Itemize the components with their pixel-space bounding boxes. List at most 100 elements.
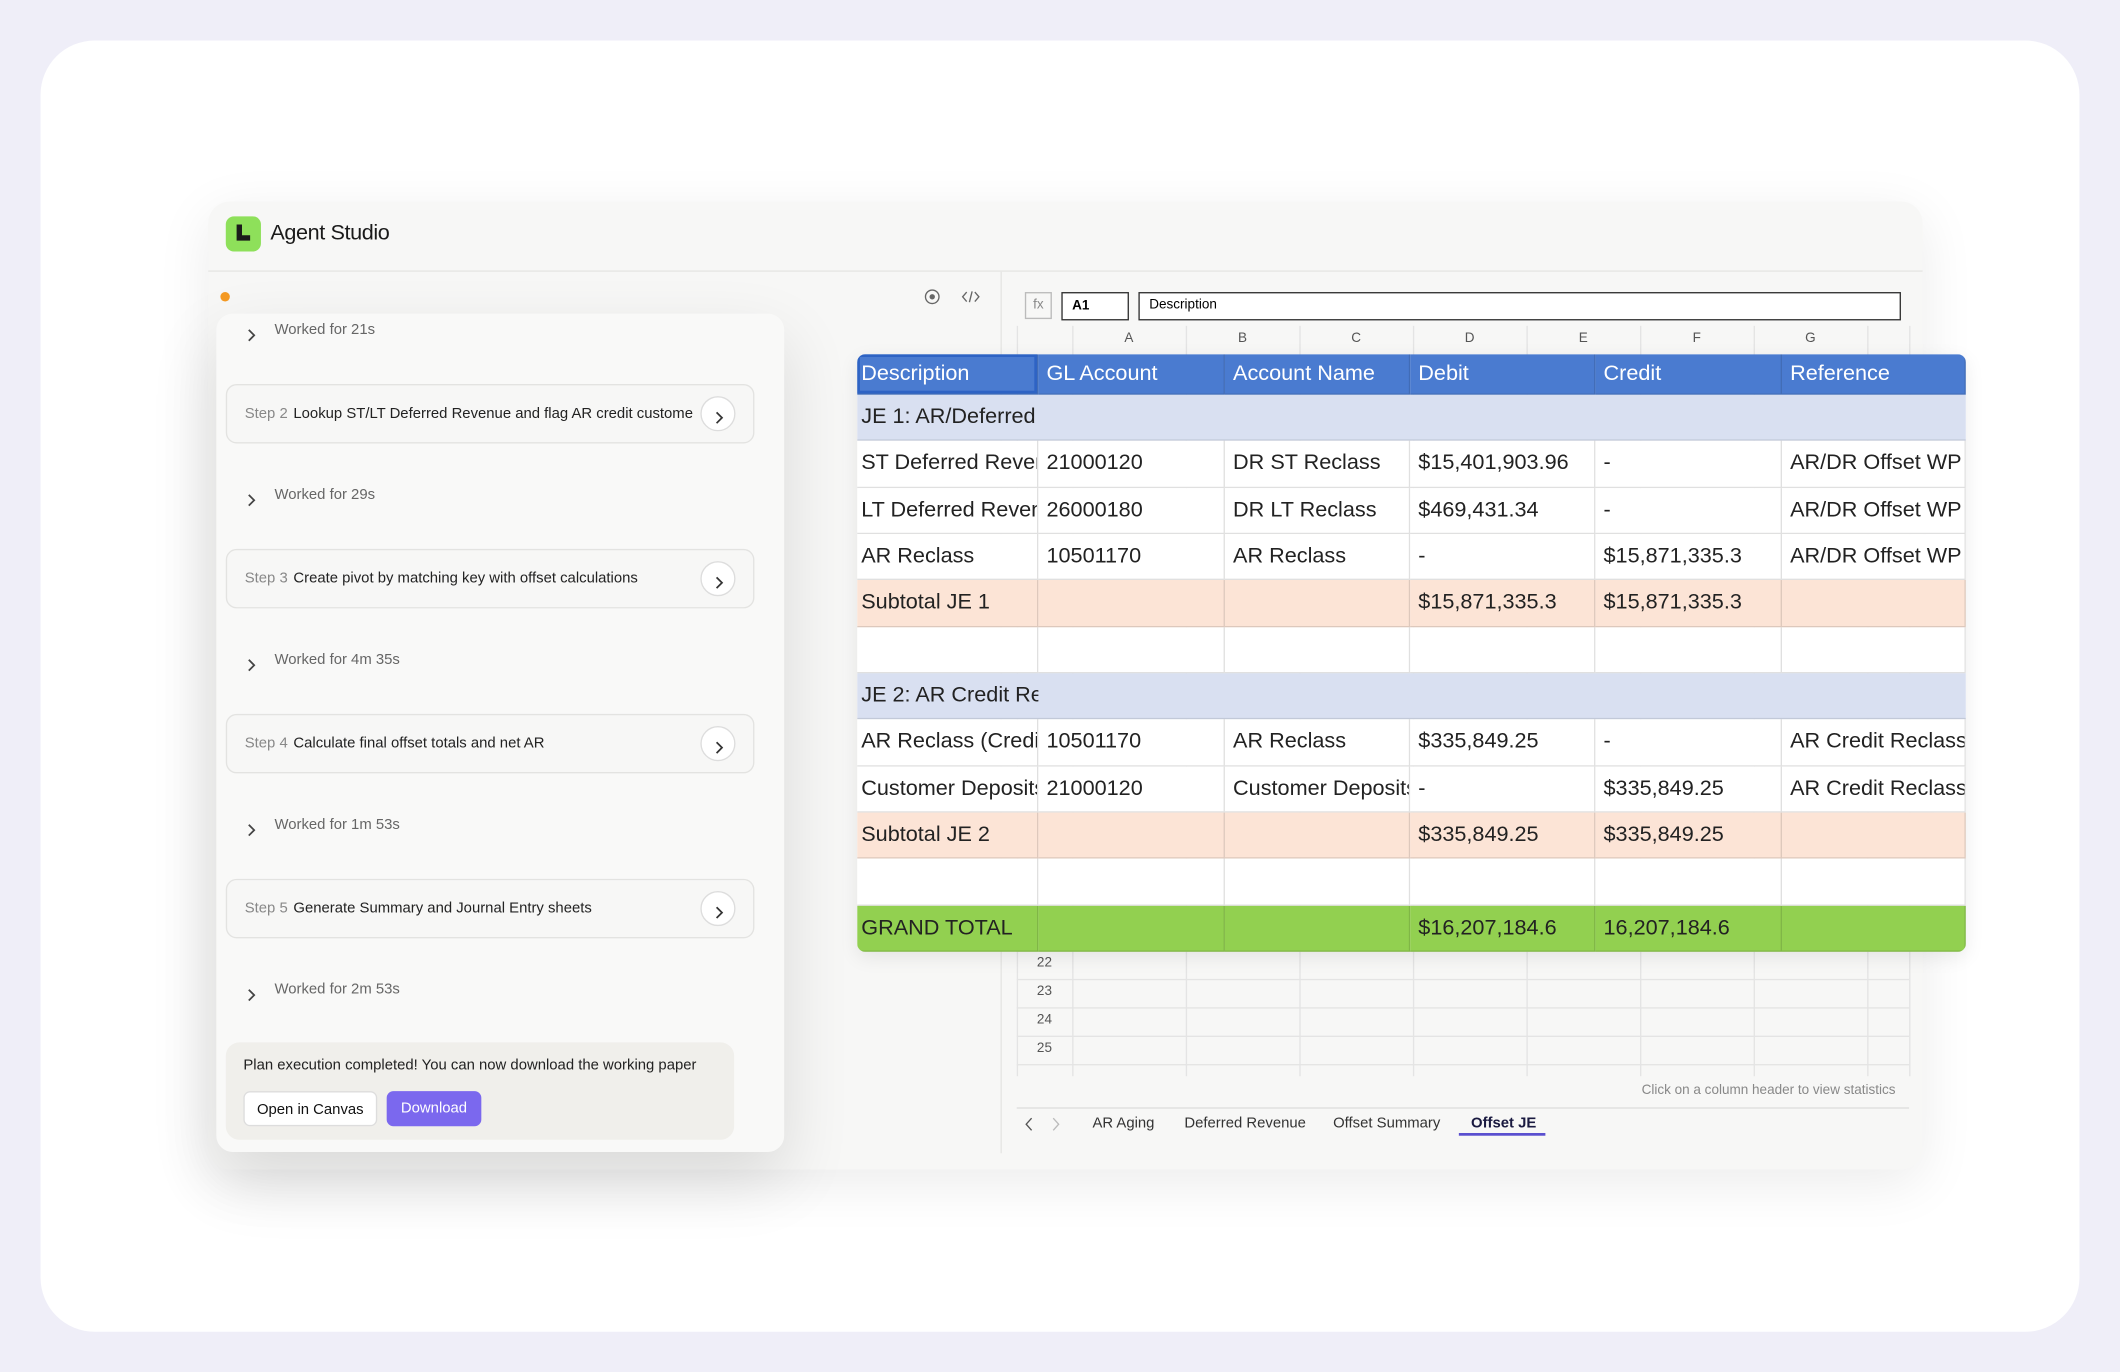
table-cell[interactable] (1781, 626, 1966, 674)
step-open[interactable] (700, 890, 736, 927)
table-cell[interactable]: 16,207,184.6 (1595, 905, 1782, 952)
open-canvas-button[interactable]: Open in Canvas (243, 1091, 378, 1127)
tab-prev[interactable] (1022, 1117, 1036, 1132)
column-letter[interactable]: D (1464, 331, 1475, 347)
column-letter[interactable]: F (1692, 331, 1701, 347)
table-cell[interactable] (857, 858, 1039, 906)
table-cell[interactable]: $15,401,903.96 (1410, 441, 1596, 488)
step-card[interactable]: Step 5 Generate Summary and Journal Entry… (225, 878, 755, 939)
column-letter[interactable]: A (1124, 331, 1134, 347)
table-cell[interactable]: $469,431.34 (1410, 487, 1596, 535)
table-cell[interactable] (1410, 626, 1596, 674)
header-cell[interactable]: Description (857, 354, 1039, 395)
table-cell[interactable] (1595, 858, 1782, 906)
code-icon[interactable] (961, 288, 980, 306)
header-cell[interactable]: Credit (1595, 354, 1782, 395)
step-card[interactable]: Step 2 Lookup ST/LT Deferred Revenue and … (225, 383, 755, 444)
column-letter[interactable]: C (1351, 331, 1361, 347)
table-cell[interactable]: DR LT Reclass (1224, 487, 1411, 535)
step-open[interactable] (700, 396, 736, 432)
table-cell[interactable] (1595, 626, 1782, 674)
table-cell[interactable]: 10501170 (1038, 719, 1225, 767)
table-cell[interactable]: - (1595, 441, 1782, 488)
table-cell[interactable] (1224, 626, 1411, 674)
table-cell[interactable]: AR Credit Reclass \ (1781, 719, 1966, 767)
je-table: Description GL Account Account Name Debit Cr… (857, 354, 1966, 952)
table-cell[interactable]: AR/DR Offset WP (1781, 534, 1966, 581)
header-cell[interactable]: Reference (1781, 354, 1966, 395)
table-cell[interactable]: ST Deferred Revenu (857, 441, 1039, 488)
table-cell[interactable]: AR Reclass (857, 534, 1039, 581)
table-cell[interactable]: 21000120 (1038, 766, 1225, 813)
table-cell[interactable]: $335,849.25 (1595, 812, 1782, 859)
tab-next[interactable] (1049, 1117, 1063, 1132)
header-cell[interactable]: Debit (1410, 354, 1596, 395)
table-cell[interactable] (857, 626, 1039, 674)
column-letter[interactable]: B (1238, 331, 1248, 347)
table-cell[interactable]: $335,849.25 (1410, 812, 1596, 859)
table-cell[interactable]: $16,207,184.6 (1410, 905, 1596, 952)
step-open[interactable] (700, 726, 736, 762)
table-cell[interactable] (1038, 626, 1225, 674)
section-label: JE 2: AR Credit Rec (861, 684, 1039, 708)
column-letter[interactable]: E (1578, 331, 1588, 347)
table-cell[interactable] (1781, 812, 1966, 859)
table-cell[interactable]: - (1410, 534, 1596, 581)
table-cell[interactable]: AR Reclass (Credit (857, 719, 1039, 767)
table-cell[interactable] (1038, 580, 1225, 627)
step-card[interactable]: Step 4 Calculate final offset totals and … (225, 713, 755, 774)
header-cell[interactable]: Account Name (1224, 354, 1411, 395)
cell-ref[interactable]: A1 (1061, 292, 1129, 321)
tab-active[interactable]: Offset JE (1471, 1115, 1537, 1132)
table-cell[interactable]: AR Reclass (1224, 719, 1411, 767)
table-cell[interactable]: DR ST Reclass (1224, 441, 1411, 488)
table-cell[interactable]: $335,849.25 (1410, 719, 1596, 767)
table-cell[interactable] (1038, 905, 1225, 952)
table-cell[interactable] (1038, 812, 1225, 859)
table-cell[interactable] (1410, 858, 1596, 906)
header-cell[interactable]: GL Account (1038, 354, 1225, 395)
status-dot (220, 292, 230, 302)
column-letter[interactable]: G (1805, 331, 1816, 347)
table-cell[interactable] (1224, 580, 1411, 627)
tab[interactable]: Deferred Revenue (1184, 1115, 1306, 1132)
table-cell[interactable]: - (1595, 719, 1782, 767)
table-cell[interactable] (1224, 812, 1411, 859)
formula-bar[interactable]: Description (1138, 292, 1901, 321)
table-cell[interactable]: 21000120 (1038, 441, 1225, 488)
table-cell[interactable]: $335,849.25 (1595, 766, 1782, 813)
table-cell[interactable]: Subtotal JE 2 (857, 812, 1039, 859)
table-cell[interactable] (1224, 905, 1411, 952)
table-cell[interactable]: - (1410, 766, 1596, 813)
table-cell[interactable]: LT Deferred Revenu (857, 487, 1039, 535)
table-cell[interactable]: 10501170 (1038, 534, 1225, 581)
table-cell[interactable]: AR Credit Reclass \ (1781, 766, 1966, 813)
tab[interactable]: AR Aging (1092, 1115, 1155, 1132)
step-card[interactable]: Step 3 Create pivot by matching key with … (225, 548, 755, 609)
table-cell[interactable] (1781, 858, 1966, 906)
table-cell[interactable]: GRAND TOTAL (857, 905, 1039, 952)
step-open[interactable] (700, 561, 736, 597)
table-cell[interactable]: Customer Deposits, (857, 766, 1039, 813)
table-cell[interactable]: $15,871,335.3 (1410, 580, 1596, 627)
table-cell[interactable]: 26000180 (1038, 487, 1225, 535)
table-cell[interactable]: $15,871,335.3 (1595, 580, 1782, 627)
table-cell[interactable]: $15,871,335.3 (1595, 534, 1782, 581)
download-button[interactable]: Download (386, 1091, 482, 1127)
record-icon[interactable] (923, 288, 941, 306)
tab[interactable]: Offset Summary (1333, 1115, 1441, 1132)
table-cell[interactable]: - (1595, 487, 1782, 535)
table-cell[interactable] (1224, 858, 1411, 906)
worked-label: Worked for 29s (274, 486, 376, 503)
table-cell[interactable]: AR Reclass (1224, 534, 1411, 581)
table-cell[interactable]: AR/DR Offset WP (1781, 441, 1966, 488)
table-cell[interactable]: AR/DR Offset WP (1781, 487, 1966, 535)
chevron (245, 324, 259, 342)
table-cell[interactable]: Customer Deposits (1224, 766, 1411, 813)
table-cell[interactable] (1781, 905, 1966, 952)
table-cell[interactable]: Subtotal JE 1 (857, 580, 1039, 627)
table-cell[interactable] (1038, 858, 1225, 906)
tabs-divider (1016, 1107, 1910, 1109)
app-title: Agent Studio (270, 221, 390, 245)
table-cell[interactable] (1781, 580, 1966, 627)
